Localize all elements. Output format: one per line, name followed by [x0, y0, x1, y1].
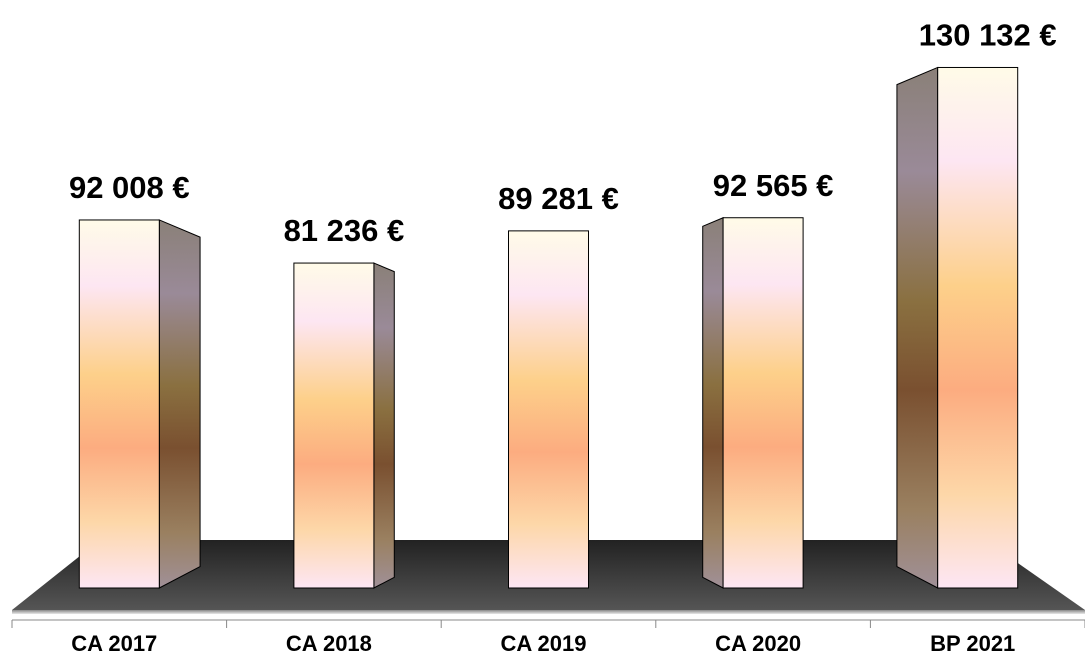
- bar: [722, 217, 804, 589]
- x-tick-label: CA 2019: [500, 631, 586, 656]
- x-tick-label: CA 2017: [71, 631, 157, 656]
- value-label: 89 281 €: [498, 181, 619, 216]
- x-tick-label: CA 2018: [286, 631, 372, 656]
- x-tick-label: CA 2020: [715, 631, 801, 656]
- bar-side: [158, 219, 201, 589]
- value-label: 92 008 €: [69, 170, 190, 205]
- bar: [293, 262, 375, 589]
- bar-side: [702, 216, 724, 589]
- x-tick-label: BP 2021: [930, 631, 1015, 656]
- floor-rim: [12, 610, 1085, 614]
- bar: [508, 230, 589, 589]
- value-label: 81 236 €: [284, 213, 405, 248]
- bar: [78, 219, 160, 589]
- bar-side: [373, 262, 395, 589]
- value-label: 92 565 €: [713, 168, 834, 203]
- value-label: 130 132 €: [919, 18, 1057, 53]
- bar: [937, 66, 1019, 589]
- bar-side: [896, 66, 939, 589]
